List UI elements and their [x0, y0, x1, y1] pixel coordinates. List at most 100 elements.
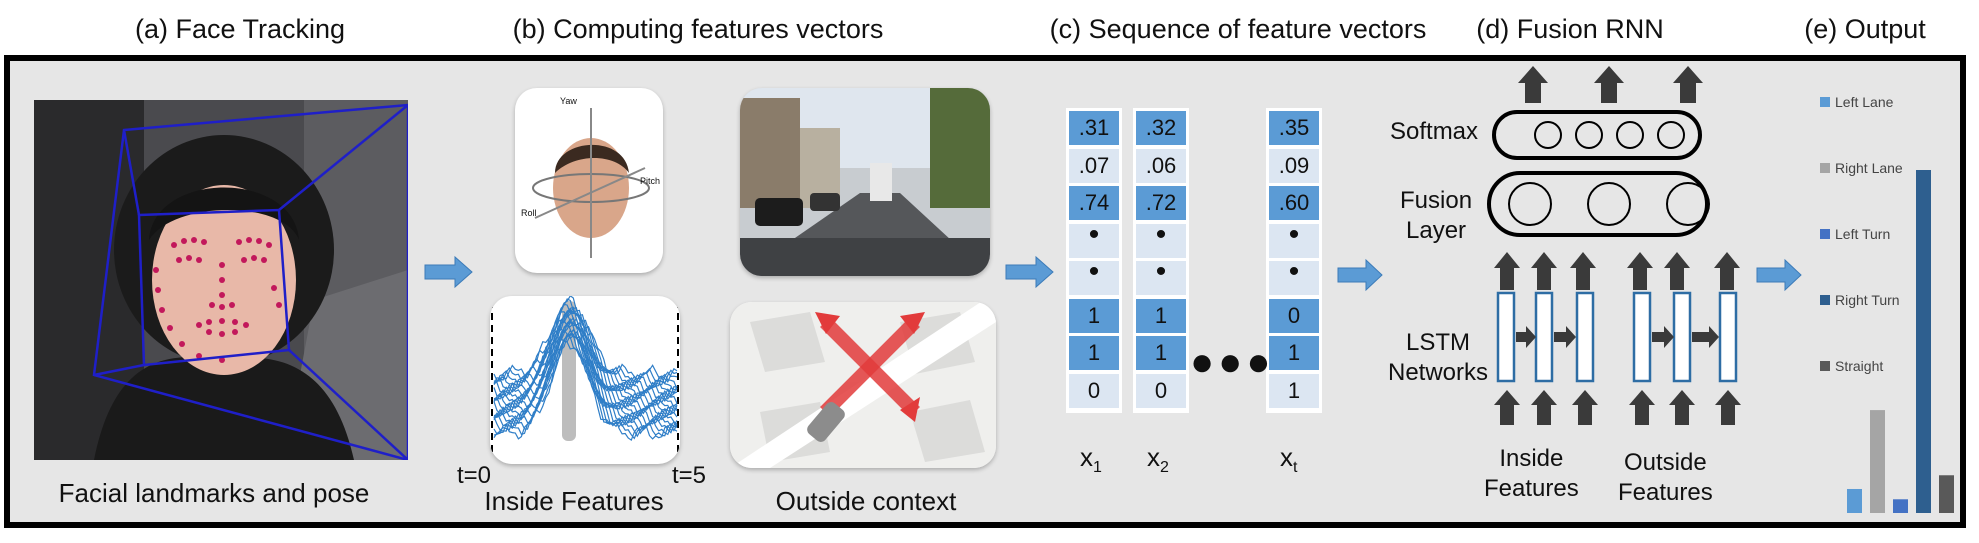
lstm-recurrent-arrows [1516, 326, 1719, 348]
road-illustration [740, 88, 990, 276]
header-sequence-vectors: (c) Sequence of feature vectors [1049, 14, 1427, 44]
inside-features-rnn-label: Inside Features [1484, 445, 1579, 502]
fusion-layer-label: Fusion Layer [1400, 187, 1473, 244]
vector-label-2: x2 [1147, 442, 1169, 477]
vector-cell: • [1069, 219, 1119, 258]
vector-cell: .31 [1069, 111, 1119, 145]
softmax-label: Softmax [1390, 118, 1479, 145]
output-chart: Left Lane Right Lane Left Turn Right Turn St… [1810, 80, 1960, 520]
vector-cell: • [1069, 257, 1119, 295]
feature-vector-3: .35.09.60 • • 0 1 1 [1266, 108, 1322, 413]
arrow-d-to-e [1756, 258, 1802, 292]
legend-label: Left Lane [1835, 94, 1894, 110]
vector-cell: 1 [1136, 336, 1186, 370]
vector-label-subscript: 1 [1093, 459, 1102, 477]
face-illustration [34, 100, 408, 460]
pitch-label: Pitch [640, 176, 661, 186]
legend-swatch [1820, 229, 1830, 239]
vector-cell: 0 [1069, 373, 1119, 408]
vector-cell: 1 [1069, 336, 1119, 370]
vector-label-1: x1 [1080, 442, 1102, 477]
legend-swatch [1820, 97, 1830, 107]
landmark-points [153, 237, 282, 363]
output-chart-svg: Left Lane Right Lane Left Turn Right Turn St… [1820, 94, 1954, 513]
header-face-tracking: (a) Face Tracking [134, 14, 346, 44]
bar-right-lane [1870, 410, 1885, 513]
vector-cell: 1 [1269, 336, 1319, 370]
softmax-units [1534, 121, 1685, 149]
feature-curve [493, 298, 678, 387]
feature-curve [493, 332, 678, 440]
head-pose-card: Yaw Pitch Roll [515, 88, 663, 273]
input-arrows [1494, 390, 1741, 425]
feature-curve [493, 316, 678, 418]
header-fusion-rnn: (d) Fusion RNN [1476, 14, 1664, 44]
inside-features-label: Inside Features [484, 486, 664, 516]
vector-cell: .35 [1269, 111, 1319, 145]
vector-label-base: x [1080, 442, 1093, 472]
bar-right-turn [1916, 170, 1931, 513]
face-caption: Facial landmarks and pose [58, 478, 370, 508]
vector-cell: 1 [1069, 298, 1119, 333]
vector-cell: • [1269, 257, 1319, 295]
vector-label-subscript: 2 [1160, 459, 1169, 477]
fusion-layer [1487, 171, 1709, 237]
yaw-label: Yaw [560, 96, 577, 106]
vector-cell: 0 [1269, 298, 1319, 333]
vector-label-base: x [1147, 442, 1160, 472]
feature-curve [493, 321, 678, 412]
fusion-units [1508, 182, 1710, 226]
softmax-layer [1492, 110, 1702, 160]
face-image [34, 100, 408, 460]
legend-swatch [1820, 361, 1830, 371]
roll-label: Roll [521, 208, 537, 218]
output-arrows [1518, 66, 1703, 103]
legend-label: Straight [1835, 358, 1883, 374]
vector-label-subscript: t [1293, 459, 1298, 477]
road-scene-card [740, 88, 990, 276]
pose-box [92, 103, 408, 460]
ellipsis-dots: ●●● [1190, 340, 1275, 384]
t-end-label: t=5 [672, 462, 707, 489]
vector-cell: • [1136, 219, 1186, 258]
bar-left-turn [1893, 499, 1908, 513]
bar-straight [1939, 475, 1954, 513]
arrow-a-to-b [424, 255, 473, 289]
vector-cell: 1 [1269, 373, 1319, 408]
legend-swatch [1820, 163, 1830, 173]
vector-cell: .06 [1136, 148, 1186, 183]
vector-label-base: x [1280, 442, 1293, 472]
vector-cell: 0 [1136, 373, 1186, 408]
feature-curve [493, 319, 678, 408]
feature-vector-1: .31.07.74 • • 1 1 0 [1066, 108, 1122, 413]
vector-cell: .32 [1136, 111, 1186, 145]
feature-curve [493, 339, 678, 442]
vector-cell: 1 [1136, 298, 1186, 333]
feature-curve [493, 310, 678, 391]
outside-features-rnn-label: Outside Features [1618, 449, 1713, 506]
lstm-to-fusion-arrows [1494, 252, 1740, 290]
outside-context-map [730, 302, 996, 468]
legend-label: Right Lane [1835, 160, 1903, 176]
t-start-label: t=0 [457, 462, 492, 489]
vector-cell: • [1269, 219, 1319, 258]
head-illustration [532, 108, 650, 258]
feature-vector-2: .32.06.72 • • 1 1 0 [1133, 108, 1189, 413]
header-computing-features: (b) Computing features vectors [512, 14, 884, 44]
vector-cell: • [1136, 257, 1186, 295]
vector-cell: .09 [1269, 148, 1319, 183]
vector-cell: .07 [1069, 148, 1119, 183]
header-output: (e) Output [1804, 14, 1926, 44]
legend-label: Right Turn [1835, 292, 1900, 308]
legend-swatch [1820, 295, 1830, 305]
map-illustration [730, 302, 996, 468]
feature-curve [493, 328, 678, 425]
arrow-c-to-d [1337, 258, 1383, 292]
inside-features-plot [490, 296, 680, 464]
vector-cell: .60 [1269, 186, 1319, 220]
arrow-b-to-c [1005, 255, 1054, 289]
legend-label: Left Turn [1835, 226, 1890, 242]
lstm-label: LSTM Networks [1388, 329, 1489, 386]
